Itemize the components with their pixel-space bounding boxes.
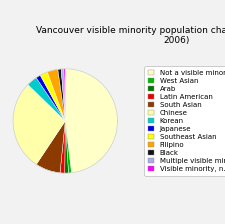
Title: Vancouver visible minority population characteristics (Census
2006): Vancouver visible minority population ch… xyxy=(36,26,225,45)
Wedge shape xyxy=(58,69,65,121)
Wedge shape xyxy=(36,121,65,173)
Wedge shape xyxy=(47,69,65,121)
Legend: Not a visible minority, West Asian, Arab, Latin American, South Asian, Chinese, : Not a visible minority, West Asian, Arab… xyxy=(144,66,225,176)
Wedge shape xyxy=(65,121,68,173)
Wedge shape xyxy=(64,69,65,121)
Wedge shape xyxy=(60,121,65,173)
Wedge shape xyxy=(28,78,65,121)
Wedge shape xyxy=(40,72,65,121)
Wedge shape xyxy=(36,75,65,121)
Wedge shape xyxy=(65,121,72,173)
Wedge shape xyxy=(13,85,65,164)
Wedge shape xyxy=(65,69,117,173)
Wedge shape xyxy=(61,69,65,121)
